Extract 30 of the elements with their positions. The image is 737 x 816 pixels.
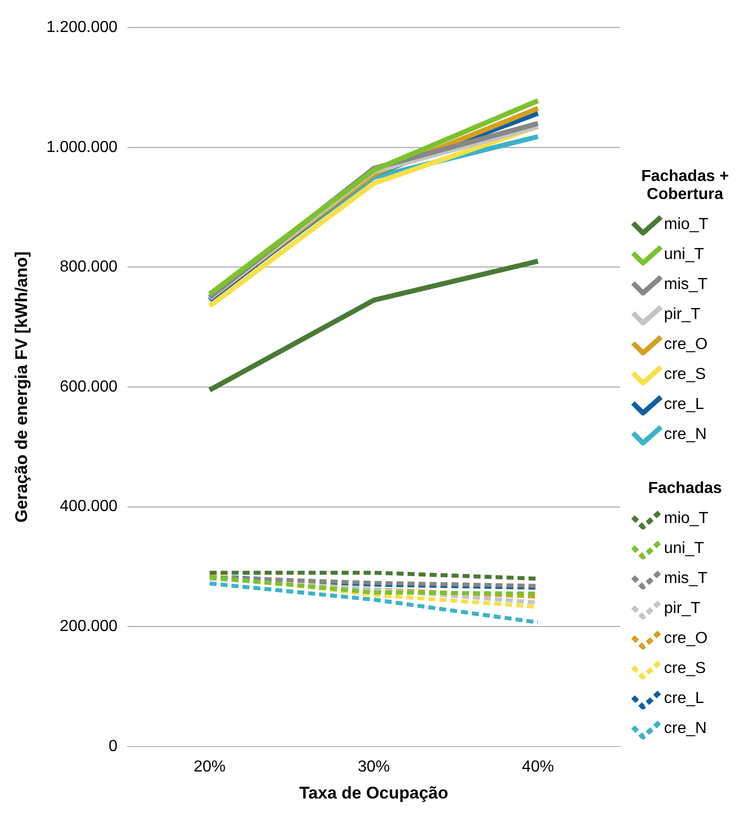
legend-label: cre_O bbox=[664, 630, 708, 648]
legend-label: cre_L bbox=[664, 690, 704, 708]
y-tick-label: 1.200.000 bbox=[46, 19, 118, 36]
legend-title: Fachadas + Cobertura bbox=[640, 168, 730, 204]
y-tick-label: 800.000 bbox=[60, 258, 118, 276]
legend-label: cre_N bbox=[664, 426, 707, 444]
legend-label: cre_O bbox=[664, 336, 708, 354]
y-axis-title: Geração de energia FV [kWh/ano] bbox=[12, 251, 31, 523]
legend-label: uni_T bbox=[664, 540, 704, 558]
x-tick-label: 20% bbox=[194, 758, 226, 776]
legend-label: cre_L bbox=[664, 396, 704, 414]
x-axis-title: Taxa de Ocupação bbox=[299, 783, 448, 802]
legend-label: mio_T bbox=[664, 510, 708, 528]
y-tick-label: 600.000 bbox=[60, 378, 118, 396]
y-tick-label: 400.000 bbox=[60, 498, 118, 516]
legend-label: pir_T bbox=[664, 600, 700, 618]
legend-label: pir_T bbox=[664, 306, 700, 324]
y-tick-label: 200.000 bbox=[60, 618, 118, 636]
legend-label: mis_T bbox=[664, 276, 708, 294]
x-tick-label: 40% bbox=[522, 758, 554, 776]
y-tick-label: 1.000.000 bbox=[46, 138, 118, 156]
x-tick-label: 30% bbox=[358, 758, 390, 776]
legend-label: mio_T bbox=[664, 216, 708, 234]
legend-label: cre_N bbox=[664, 720, 707, 738]
legend-label: cre_S bbox=[664, 660, 706, 678]
y-tick-label: 0 bbox=[108, 738, 118, 755]
text: Fachadas bbox=[647, 480, 723, 498]
legend-label: mis_T bbox=[664, 570, 708, 588]
legend-label: cre_S bbox=[664, 366, 706, 384]
legend-label: uni_T bbox=[664, 246, 704, 264]
